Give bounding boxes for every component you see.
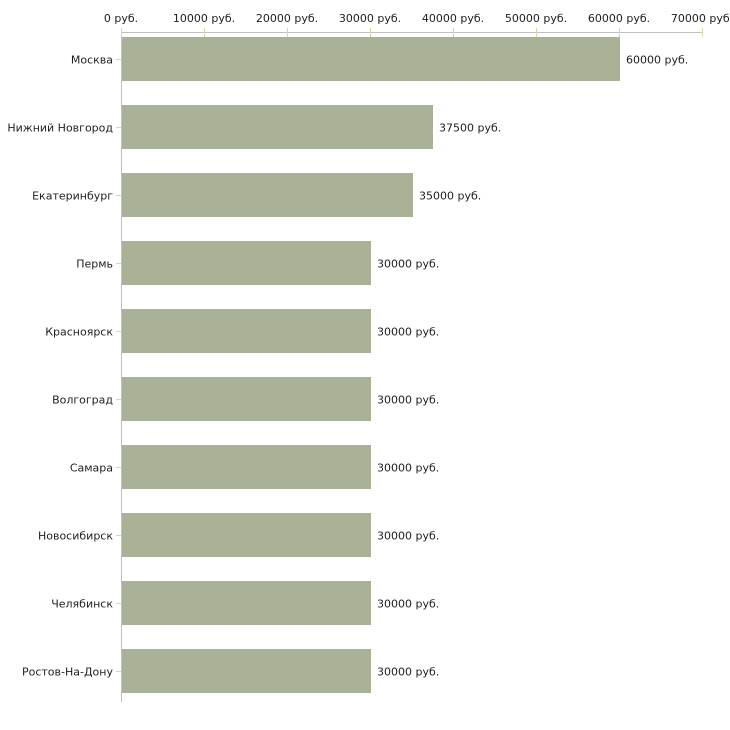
category-label: Красноярск [45,325,113,339]
x-axis-tick [370,28,371,37]
bar [122,649,371,693]
x-axis-tick [702,28,703,37]
x-axis-tick [536,28,537,37]
x-axis-tick-label: 40000 руб. [421,12,485,25]
value-label: 30000 руб. [377,257,440,271]
x-axis-tick-label: 20000 руб. [255,12,319,25]
value-label: 30000 руб. [377,597,440,611]
x-axis-tick [453,28,454,37]
bar [122,309,371,353]
bar [122,445,371,489]
bar [122,173,413,217]
x-axis-tick-label: 70000 руб. [670,12,730,25]
x-axis-tick-label: 30000 руб. [338,12,402,25]
category-label: Пермь [76,257,113,271]
value-label: 30000 руб. [377,325,440,339]
value-label: 35000 руб. [419,189,482,203]
y-axis-tick [116,59,121,60]
bar [122,37,620,81]
y-axis-tick [116,603,121,604]
y-axis-line [121,32,122,702]
category-label: Москва [70,53,113,67]
category-label: Екатеринбург [32,189,113,203]
y-axis-tick [116,467,121,468]
x-axis-tick [204,28,205,37]
y-axis-tick [116,535,121,536]
value-label: 37500 руб. [439,121,502,135]
x-axis-tick-label: 50000 руб. [504,12,568,25]
category-label: Ростов-На-Дону [21,665,113,679]
y-axis-tick [116,399,121,400]
value-label: 30000 руб. [377,461,440,475]
value-label: 30000 руб. [377,393,440,407]
bar [122,581,371,625]
y-axis-tick [116,331,121,332]
x-axis-line [121,32,702,33]
y-axis-tick [116,195,121,196]
category-label: Волгоград [52,393,113,407]
category-label: Нижний Новгород [7,121,113,135]
x-axis-tick [287,28,288,37]
category-label: Челябинск [51,597,113,611]
category-label: Самара [69,461,113,475]
bar [122,513,371,557]
x-axis-tick-label: 10000 руб. [172,12,236,25]
bar [122,377,371,421]
category-label: Новосибирск [37,529,113,543]
y-axis-tick [116,127,121,128]
y-axis-tick [116,671,121,672]
x-axis-tick-label: 0 руб. [103,12,139,25]
bar [122,105,433,149]
x-axis-tick-label: 60000 руб. [587,12,651,25]
value-label: 30000 руб. [377,529,440,543]
bar [122,241,371,285]
y-axis-tick [116,263,121,264]
x-axis-tick [121,28,122,37]
value-label: 60000 руб. [626,53,689,67]
x-axis-tick [619,28,620,37]
value-label: 30000 руб. [377,665,440,679]
